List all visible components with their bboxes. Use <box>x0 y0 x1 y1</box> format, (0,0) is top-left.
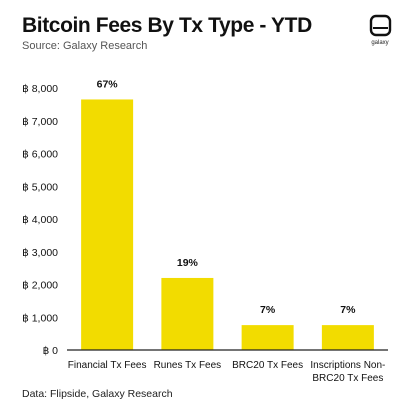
y-tick-label: ฿ 0 <box>43 345 59 357</box>
y-tick-label: ฿ 1,000 <box>22 312 58 324</box>
y-tick-label: ฿ 8,000 <box>22 83 58 95</box>
data-label: 7% <box>260 304 276 316</box>
x-tick-label: BRC20 Tx Fees <box>232 360 303 371</box>
y-tick-label: ฿ 5,000 <box>22 181 58 193</box>
data-label: 19% <box>177 257 199 269</box>
y-tick-label: ฿ 4,000 <box>22 214 58 226</box>
x-tick-label: Financial Tx Fees <box>68 360 147 371</box>
x-tick-label: BRC20 Tx Fees <box>312 373 383 384</box>
x-tick-label: Inscriptions Non- <box>310 360 385 371</box>
y-tick-label: ฿ 3,000 <box>22 247 58 259</box>
bar <box>161 277 214 350</box>
galaxy-logo: galaxy <box>360 13 400 53</box>
chart-subtitle: Source: Galaxy Research <box>22 40 148 52</box>
y-tick-label: ฿ 2,000 <box>22 280 58 292</box>
bar <box>321 325 374 350</box>
y-tick-label: ฿ 7,000 <box>22 116 58 128</box>
galaxy-logo-icon <box>369 14 392 37</box>
data-label: 7% <box>340 304 356 316</box>
x-tick-label: Runes Tx Fees <box>154 360 222 371</box>
logo-text: galaxy <box>371 40 389 46</box>
data-source-footer: Data: Flipside, Galaxy Research <box>22 388 173 400</box>
chart-title: Bitcoin Fees By Tx Type - YTD <box>22 14 312 37</box>
bar <box>241 325 294 350</box>
data-label: 67% <box>97 78 119 90</box>
y-tick-label: ฿ 6,000 <box>22 149 58 161</box>
bar <box>81 99 134 351</box>
